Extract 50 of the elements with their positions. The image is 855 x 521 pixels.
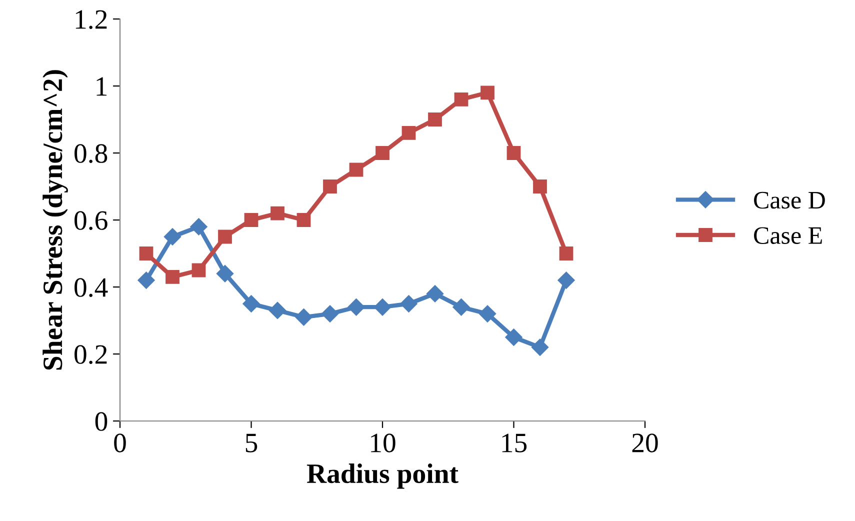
point — [138, 272, 155, 289]
x-tick-label: 15 — [502, 434, 527, 452]
x-tick-label: 5 — [246, 434, 258, 452]
point — [270, 206, 284, 220]
point — [452, 298, 470, 316]
point — [218, 230, 232, 244]
point — [190, 218, 208, 236]
y-tick-label: 0 — [95, 412, 108, 431]
point — [216, 265, 234, 282]
point — [480, 86, 494, 100]
point — [164, 228, 182, 246]
point — [296, 213, 311, 227]
point — [323, 180, 337, 194]
point — [531, 338, 549, 356]
point — [295, 308, 312, 326]
point — [454, 92, 468, 106]
point — [558, 272, 575, 289]
point — [506, 146, 521, 160]
point — [559, 246, 574, 260]
point — [244, 213, 258, 227]
point — [505, 328, 522, 346]
point — [533, 180, 547, 194]
legend-label: Case D — [754, 192, 825, 209]
x-tick-label: 0 — [114, 434, 126, 452]
point — [374, 298, 392, 316]
point — [376, 146, 390, 160]
point — [139, 246, 154, 260]
legend-label: Case E — [754, 227, 822, 244]
point — [400, 295, 418, 312]
y-axis-title: Shear Stress (dyne/cm^2) — [42, 70, 68, 370]
point — [402, 126, 416, 140]
y-tick-label: 0.4 — [74, 278, 108, 298]
point — [348, 298, 365, 316]
y-tick-label: 0.6 — [74, 211, 108, 230]
point — [242, 295, 260, 312]
y-tick-label: 0.2 — [74, 345, 107, 364]
point — [268, 302, 286, 319]
point — [349, 162, 364, 177]
x-axis-title: Radius point — [306, 464, 458, 489]
point — [166, 270, 180, 284]
y-tick-label: 1.2 — [76, 10, 107, 30]
point — [428, 112, 442, 126]
point — [321, 305, 339, 322]
x-tick-label: 20 — [632, 434, 658, 452]
point — [478, 305, 496, 322]
point — [426, 285, 444, 302]
y-tick-label: 0.8 — [74, 144, 108, 164]
point — [192, 263, 206, 278]
y-tick-label: 1 — [96, 77, 107, 96]
x-tick-label: 10 — [371, 434, 396, 452]
